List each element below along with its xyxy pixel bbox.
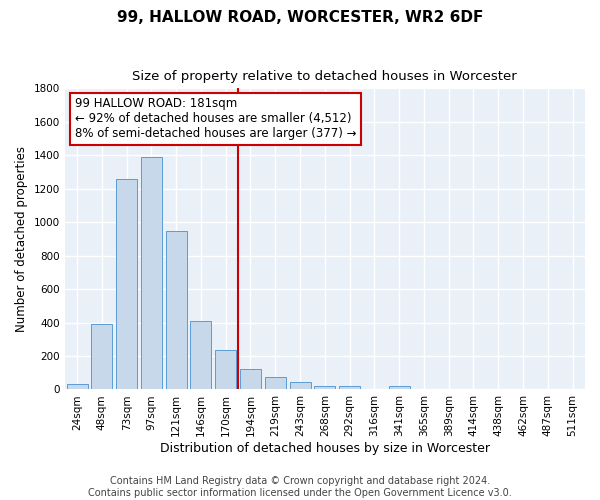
- Bar: [215, 350, 236, 390]
- Bar: [91, 324, 112, 390]
- Text: 99 HALLOW ROAD: 181sqm
← 92% of detached houses are smaller (4,512)
8% of semi-d: 99 HALLOW ROAD: 181sqm ← 92% of detached…: [75, 98, 356, 140]
- X-axis label: Distribution of detached houses by size in Worcester: Distribution of detached houses by size …: [160, 442, 490, 455]
- Title: Size of property relative to detached houses in Worcester: Size of property relative to detached ho…: [133, 70, 517, 83]
- Bar: [67, 384, 88, 390]
- Text: Contains HM Land Registry data © Crown copyright and database right 2024.
Contai: Contains HM Land Registry data © Crown c…: [88, 476, 512, 498]
- Bar: [240, 370, 261, 390]
- Bar: [265, 377, 286, 390]
- Bar: [116, 178, 137, 390]
- Bar: [389, 386, 410, 390]
- Bar: [314, 386, 335, 390]
- Y-axis label: Number of detached properties: Number of detached properties: [15, 146, 28, 332]
- Text: 99, HALLOW ROAD, WORCESTER, WR2 6DF: 99, HALLOW ROAD, WORCESTER, WR2 6DF: [117, 10, 483, 25]
- Bar: [166, 230, 187, 390]
- Bar: [141, 157, 162, 390]
- Bar: [339, 386, 360, 390]
- Bar: [290, 382, 311, 390]
- Bar: [190, 321, 211, 390]
